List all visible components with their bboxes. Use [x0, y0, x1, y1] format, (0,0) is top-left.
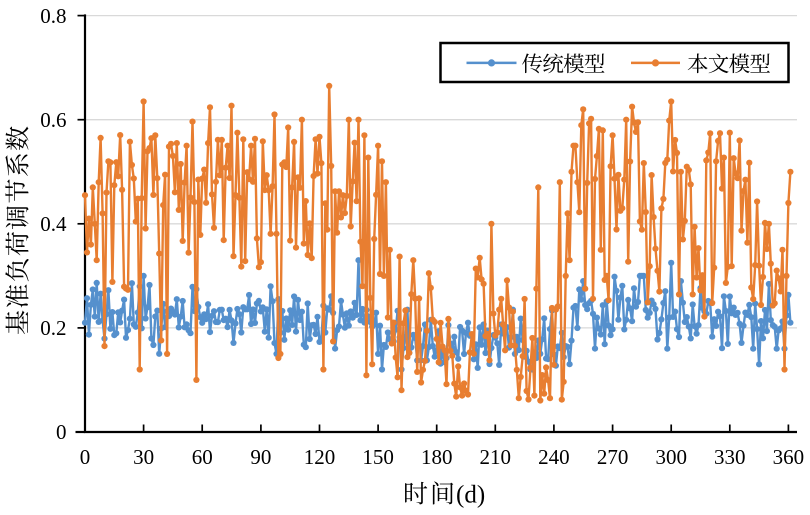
svg-text:210: 210 — [480, 445, 512, 469]
svg-text:330: 330 — [714, 445, 746, 469]
svg-text:300: 300 — [655, 445, 687, 469]
svg-text:0.8: 0.8 — [40, 4, 66, 28]
svg-text:0.6: 0.6 — [40, 108, 66, 132]
svg-text:30: 30 — [133, 445, 154, 469]
svg-text:0.4: 0.4 — [40, 212, 67, 236]
svg-text:150: 150 — [362, 445, 394, 469]
svg-text:0: 0 — [56, 420, 67, 444]
svg-text:120: 120 — [304, 445, 336, 469]
svg-text:(d): (d) — [456, 482, 485, 509]
svg-text:270: 270 — [597, 445, 629, 469]
svg-text:0: 0 — [80, 445, 91, 469]
svg-text:90: 90 — [250, 445, 271, 469]
svg-text:360: 360 — [773, 445, 805, 469]
svg-text:60: 60 — [192, 445, 213, 469]
svg-text:180: 180 — [421, 445, 453, 469]
svg-text:0.2: 0.2 — [40, 316, 66, 340]
svg-text:240: 240 — [538, 445, 570, 469]
